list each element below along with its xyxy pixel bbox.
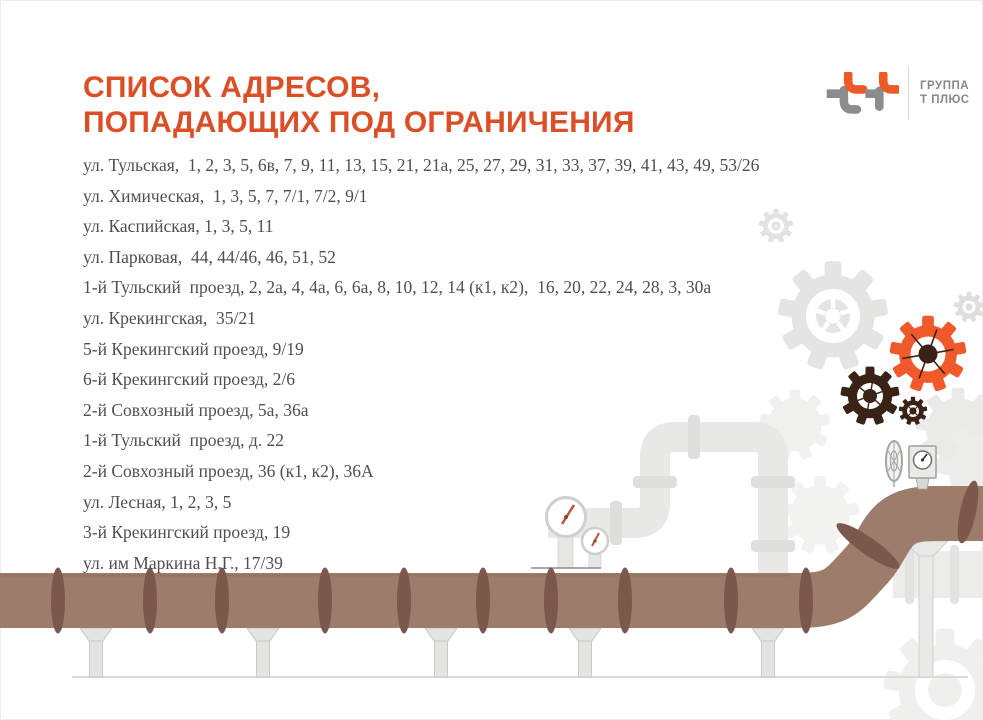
address-list: ул. Тульская, 1, 2, 3, 5, 6в, 7, 9, 11, … xyxy=(83,150,759,578)
background-pipe xyxy=(893,545,983,604)
address-line: ул. Крекингская, 35/21 xyxy=(83,307,256,328)
address-line: ул. Лесная, 1, 2, 3, 5 xyxy=(83,491,232,512)
address-line: 6-й Крекингский проезд, 2/6 xyxy=(83,369,295,390)
address-line: ул. Тульская, 1, 2, 3, 5, 6в, 7, 9, 11, … xyxy=(83,155,760,175)
logo-text-line2: Т ПЛЮС xyxy=(920,94,970,106)
gray-gear-small-icon xyxy=(758,208,794,244)
orange-gear-icon xyxy=(889,315,967,392)
pipe-collar xyxy=(836,523,900,569)
address-line: ул. им Маркина Н.Г., 17/39 xyxy=(83,552,283,573)
page-title-line1: СПИСОК АДРЕСОВ, xyxy=(83,71,381,104)
company-logo: ГРУППА Т ПЛЮС xyxy=(826,66,970,120)
address-line: 2-й Совхозный проезд, 5а, 36а xyxy=(83,399,309,420)
dark-gear-small-icon xyxy=(898,396,928,426)
dark-gear-icon xyxy=(840,366,900,426)
gray-gear-icon xyxy=(777,261,889,371)
page-title-line2: ПОПАДАЮЩИХ ПОД ОГРАНИЧЕНИЯ xyxy=(83,106,635,139)
address-line: 3-й Крекингский проезд, 19 xyxy=(83,522,291,543)
page-title: СПИСОК АДРЕСОВ, ПОПАДАЮЩИХ ПОД ОГРАНИЧЕН… xyxy=(83,70,635,140)
pipe-collar xyxy=(957,480,979,544)
logo-company-name: ГРУППА Т ПЛЮС xyxy=(920,79,970,107)
address-line: ул. Химическая, 1, 3, 5, 7, 7/1, 7/2, 9/… xyxy=(83,185,368,206)
gray-gear-right-icon xyxy=(953,291,983,323)
logo-divider xyxy=(908,66,909,120)
gray-pipe xyxy=(548,415,795,585)
address-line: ул. Парковая, 44, 44/46, 46, 51, 52 xyxy=(83,246,336,267)
brown-pipe xyxy=(0,480,983,634)
logo-text-line1: ГРУППА xyxy=(920,80,970,92)
address-line: 5-й Крекингский проезд, 9/19 xyxy=(83,338,304,359)
address-line: ул. Каспийская, 1, 3, 5, 11 xyxy=(83,216,274,237)
gauge-box-icon xyxy=(908,445,937,490)
tplus-logo-icon xyxy=(826,72,899,114)
pressure-gauge-icon xyxy=(531,496,610,569)
valve-icon xyxy=(885,440,903,487)
pipe-ring xyxy=(51,567,813,634)
pipe-supports xyxy=(72,540,968,678)
address-line: 1-й Тульский проезд, 2, 2а, 4, 4а, 6, 6а… xyxy=(83,277,712,298)
address-line: 2-й Совхозный проезд, 36 (к1, к2), 36А xyxy=(83,460,374,481)
address-line: 1-й Тульский проезд, д. 22 xyxy=(83,430,285,451)
